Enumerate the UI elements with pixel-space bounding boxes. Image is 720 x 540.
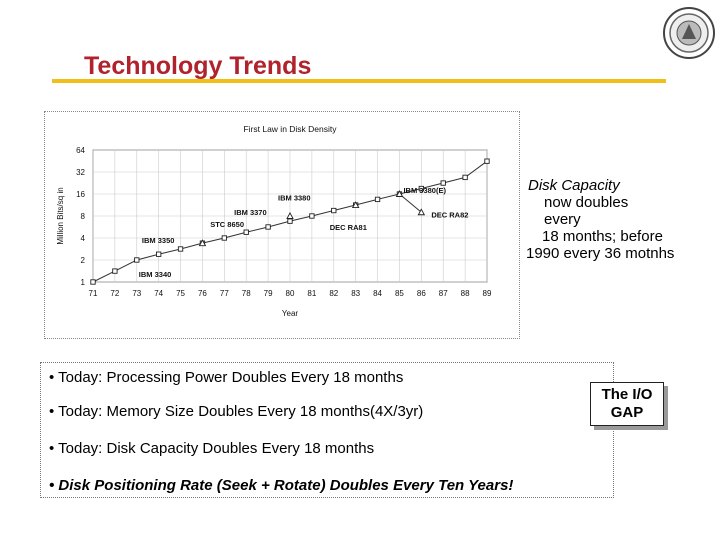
drive-annotation: DEC RA81 bbox=[330, 223, 367, 232]
y-tick-label: 2 bbox=[81, 256, 86, 265]
x-tick-label: 84 bbox=[373, 289, 382, 298]
chart-title: First Law in Disk Density bbox=[243, 124, 337, 134]
y-tick-label: 16 bbox=[76, 190, 85, 199]
title-underline bbox=[52, 79, 666, 83]
y-tick-label: 4 bbox=[81, 234, 86, 243]
data-point bbox=[112, 268, 118, 274]
drive-annotation: DEC RA82 bbox=[431, 210, 468, 219]
x-tick-label: 76 bbox=[198, 289, 207, 298]
data-point bbox=[156, 251, 162, 257]
x-axis-label: Year bbox=[282, 309, 299, 318]
x-tick-label: 88 bbox=[461, 289, 470, 298]
triangle-point bbox=[351, 201, 360, 208]
x-tick-label: 73 bbox=[132, 289, 141, 298]
disk-capacity-note: Disk Capacity now doubles every 18 month… bbox=[520, 177, 716, 262]
triangle-point bbox=[395, 190, 404, 197]
io-gap-callout: The I/O GAP bbox=[590, 382, 664, 426]
x-tick-label: 86 bbox=[417, 289, 426, 298]
data-point bbox=[134, 257, 140, 263]
bullet-disk-capacity: • Today: Disk Capacity Doubles Every 18 … bbox=[49, 440, 375, 457]
drive-annotation: IBM 3380 bbox=[278, 194, 311, 203]
data-point bbox=[484, 158, 490, 164]
drive-annotation: IBM 3370 bbox=[234, 208, 267, 217]
note-line-3: every bbox=[544, 211, 581, 228]
data-point bbox=[309, 213, 315, 219]
data-point bbox=[243, 229, 249, 235]
drive-annotation: IBM 3350 bbox=[142, 236, 175, 245]
data-point bbox=[221, 235, 227, 241]
data-point bbox=[374, 196, 381, 203]
y-tick-label: 32 bbox=[76, 168, 85, 177]
note-line-4: 18 months; before bbox=[542, 228, 663, 245]
note-line-5: 1990 every 36 motnhs bbox=[526, 245, 675, 262]
note-line-1: Disk Capacity bbox=[528, 177, 620, 194]
chart-svg: First Law in Disk Density 1 2 4 8 16 32 64 71 72 7… bbox=[56, 124, 492, 318]
data-point bbox=[418, 185, 424, 192]
university-seal-icon bbox=[663, 7, 715, 59]
triangle-point bbox=[198, 239, 207, 247]
trends-bullet-list: • Today: Processing Power Doubles Every … bbox=[40, 362, 614, 498]
io-gap-line-1: The I/O bbox=[601, 386, 653, 403]
data-point bbox=[331, 207, 337, 214]
triangle-point bbox=[286, 212, 294, 219]
x-tick-label: 71 bbox=[89, 289, 98, 298]
data-point bbox=[440, 180, 446, 186]
data-point bbox=[177, 246, 184, 252]
x-tick-label: 81 bbox=[307, 289, 316, 298]
x-tick-label: 85 bbox=[395, 289, 404, 298]
slide-title: Technology Trends bbox=[84, 52, 312, 80]
y-tick-label: 8 bbox=[81, 212, 86, 221]
x-tick-label: 80 bbox=[286, 289, 295, 298]
x-tick-label: 79 bbox=[264, 289, 273, 298]
x-tick-label: 72 bbox=[110, 289, 119, 298]
x-tick-label: 83 bbox=[351, 289, 360, 298]
bullet-memory-size: • Today: Memory Size Doubles Every 18 mo… bbox=[49, 403, 424, 420]
data-point bbox=[265, 224, 271, 230]
x-tick-label: 87 bbox=[439, 289, 448, 298]
note-line-2: now doubles bbox=[544, 194, 629, 211]
triangle-point bbox=[417, 208, 426, 216]
io-gap-line-2: GAP bbox=[610, 404, 644, 421]
data-point bbox=[287, 218, 293, 224]
drive-annotation: IBM 3380(E) bbox=[403, 186, 446, 195]
y-tick-label: 64 bbox=[76, 146, 85, 155]
data-point bbox=[90, 279, 96, 285]
disk-density-chart: First Law in Disk Density 1 2 4 8 16 32 64 71 72 7… bbox=[44, 111, 520, 339]
data-point bbox=[462, 174, 468, 181]
x-tick-label: 74 bbox=[154, 289, 163, 298]
x-tick-label: 82 bbox=[329, 289, 338, 298]
bullet-processing-power: • Today: Processing Power Doubles Every … bbox=[49, 369, 404, 386]
x-tick-label: 75 bbox=[176, 289, 185, 298]
dec-branch-line bbox=[399, 193, 422, 213]
x-tick-label: 89 bbox=[483, 289, 492, 298]
y-axis-label: Million Bits/sq in bbox=[56, 187, 65, 244]
y-tick-label: 1 bbox=[81, 278, 86, 287]
x-tick-label: 78 bbox=[242, 289, 251, 298]
bullet-disk-positioning: • Disk Positioning Rate (Seek + Rotate) … bbox=[49, 477, 514, 494]
drive-annotation: STC 8650 bbox=[210, 220, 244, 229]
x-tick-label: 77 bbox=[220, 289, 229, 298]
drive-annotation: IBM 3340 bbox=[139, 270, 172, 279]
